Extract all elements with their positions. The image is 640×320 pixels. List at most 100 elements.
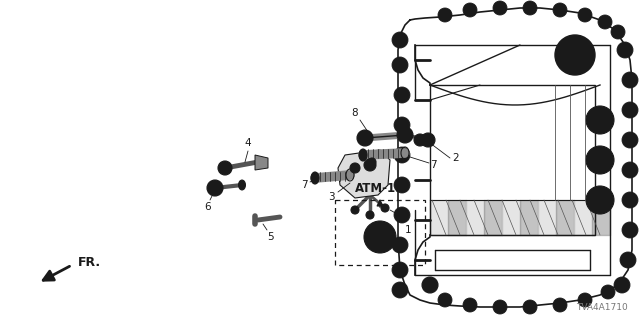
Circle shape	[602, 19, 609, 26]
Circle shape	[442, 297, 449, 303]
Circle shape	[398, 211, 406, 219]
Circle shape	[586, 106, 614, 134]
Circle shape	[218, 161, 232, 175]
Circle shape	[398, 121, 406, 129]
Circle shape	[467, 6, 474, 13]
Circle shape	[582, 297, 589, 303]
Circle shape	[394, 177, 410, 193]
Circle shape	[392, 57, 408, 73]
Ellipse shape	[311, 172, 319, 184]
Circle shape	[622, 102, 638, 118]
Circle shape	[497, 303, 504, 310]
Circle shape	[367, 162, 373, 168]
Circle shape	[626, 136, 634, 144]
Text: 4: 4	[244, 138, 252, 148]
Circle shape	[527, 303, 534, 310]
Circle shape	[392, 282, 408, 298]
Circle shape	[392, 237, 408, 253]
Circle shape	[555, 35, 595, 75]
Circle shape	[605, 289, 611, 295]
Circle shape	[557, 6, 563, 13]
Circle shape	[396, 266, 404, 274]
Circle shape	[438, 293, 452, 307]
Circle shape	[622, 72, 638, 88]
Text: 3: 3	[328, 192, 335, 202]
Circle shape	[622, 162, 638, 178]
Text: 7: 7	[301, 180, 308, 190]
Circle shape	[421, 133, 435, 147]
Circle shape	[414, 134, 426, 146]
Circle shape	[394, 117, 410, 133]
Text: FR.: FR.	[78, 257, 101, 269]
Circle shape	[626, 196, 634, 204]
Circle shape	[593, 193, 607, 207]
Circle shape	[582, 12, 589, 19]
Circle shape	[394, 147, 410, 163]
Circle shape	[578, 8, 592, 22]
Circle shape	[211, 184, 219, 192]
Circle shape	[396, 61, 404, 69]
Circle shape	[622, 222, 638, 238]
Circle shape	[467, 301, 474, 308]
Circle shape	[601, 285, 615, 299]
Polygon shape	[255, 155, 268, 170]
Circle shape	[624, 256, 632, 264]
Circle shape	[614, 28, 621, 36]
Circle shape	[557, 301, 563, 308]
Circle shape	[398, 151, 406, 159]
Circle shape	[424, 137, 431, 143]
Circle shape	[221, 164, 228, 172]
Circle shape	[438, 8, 452, 22]
Circle shape	[553, 3, 567, 17]
Text: TVA4A1710: TVA4A1710	[576, 303, 628, 312]
Circle shape	[523, 1, 537, 15]
Circle shape	[422, 277, 438, 293]
Circle shape	[463, 3, 477, 17]
Circle shape	[392, 262, 408, 278]
Circle shape	[626, 166, 634, 174]
Circle shape	[350, 163, 360, 173]
Circle shape	[368, 158, 376, 166]
Circle shape	[611, 25, 625, 39]
Circle shape	[397, 127, 413, 143]
Circle shape	[593, 113, 607, 127]
Text: 1: 1	[405, 225, 412, 235]
Circle shape	[392, 32, 408, 48]
Circle shape	[364, 221, 396, 253]
Circle shape	[621, 46, 629, 54]
Ellipse shape	[239, 180, 246, 190]
Circle shape	[523, 300, 537, 314]
Text: 8: 8	[352, 108, 358, 118]
Circle shape	[394, 207, 410, 223]
Circle shape	[626, 76, 634, 84]
Circle shape	[394, 87, 410, 103]
Circle shape	[493, 300, 507, 314]
Text: 6: 6	[205, 202, 211, 212]
Circle shape	[618, 281, 626, 289]
Text: 5: 5	[267, 232, 273, 242]
Circle shape	[398, 91, 406, 99]
Circle shape	[351, 206, 359, 214]
Circle shape	[396, 286, 404, 294]
Circle shape	[381, 204, 389, 212]
Ellipse shape	[359, 149, 367, 161]
Circle shape	[617, 42, 633, 58]
Circle shape	[622, 192, 638, 208]
Circle shape	[364, 159, 376, 171]
Circle shape	[442, 12, 449, 19]
Circle shape	[366, 211, 374, 219]
Circle shape	[622, 132, 638, 148]
Circle shape	[396, 241, 404, 249]
Polygon shape	[338, 150, 390, 198]
Circle shape	[398, 181, 406, 189]
Circle shape	[614, 277, 630, 293]
Circle shape	[570, 50, 580, 60]
Circle shape	[357, 130, 373, 146]
Text: 2: 2	[452, 153, 459, 163]
Circle shape	[593, 153, 607, 167]
Circle shape	[207, 180, 223, 196]
Circle shape	[626, 226, 634, 234]
Circle shape	[401, 131, 409, 139]
Circle shape	[493, 1, 507, 15]
Circle shape	[553, 298, 567, 312]
